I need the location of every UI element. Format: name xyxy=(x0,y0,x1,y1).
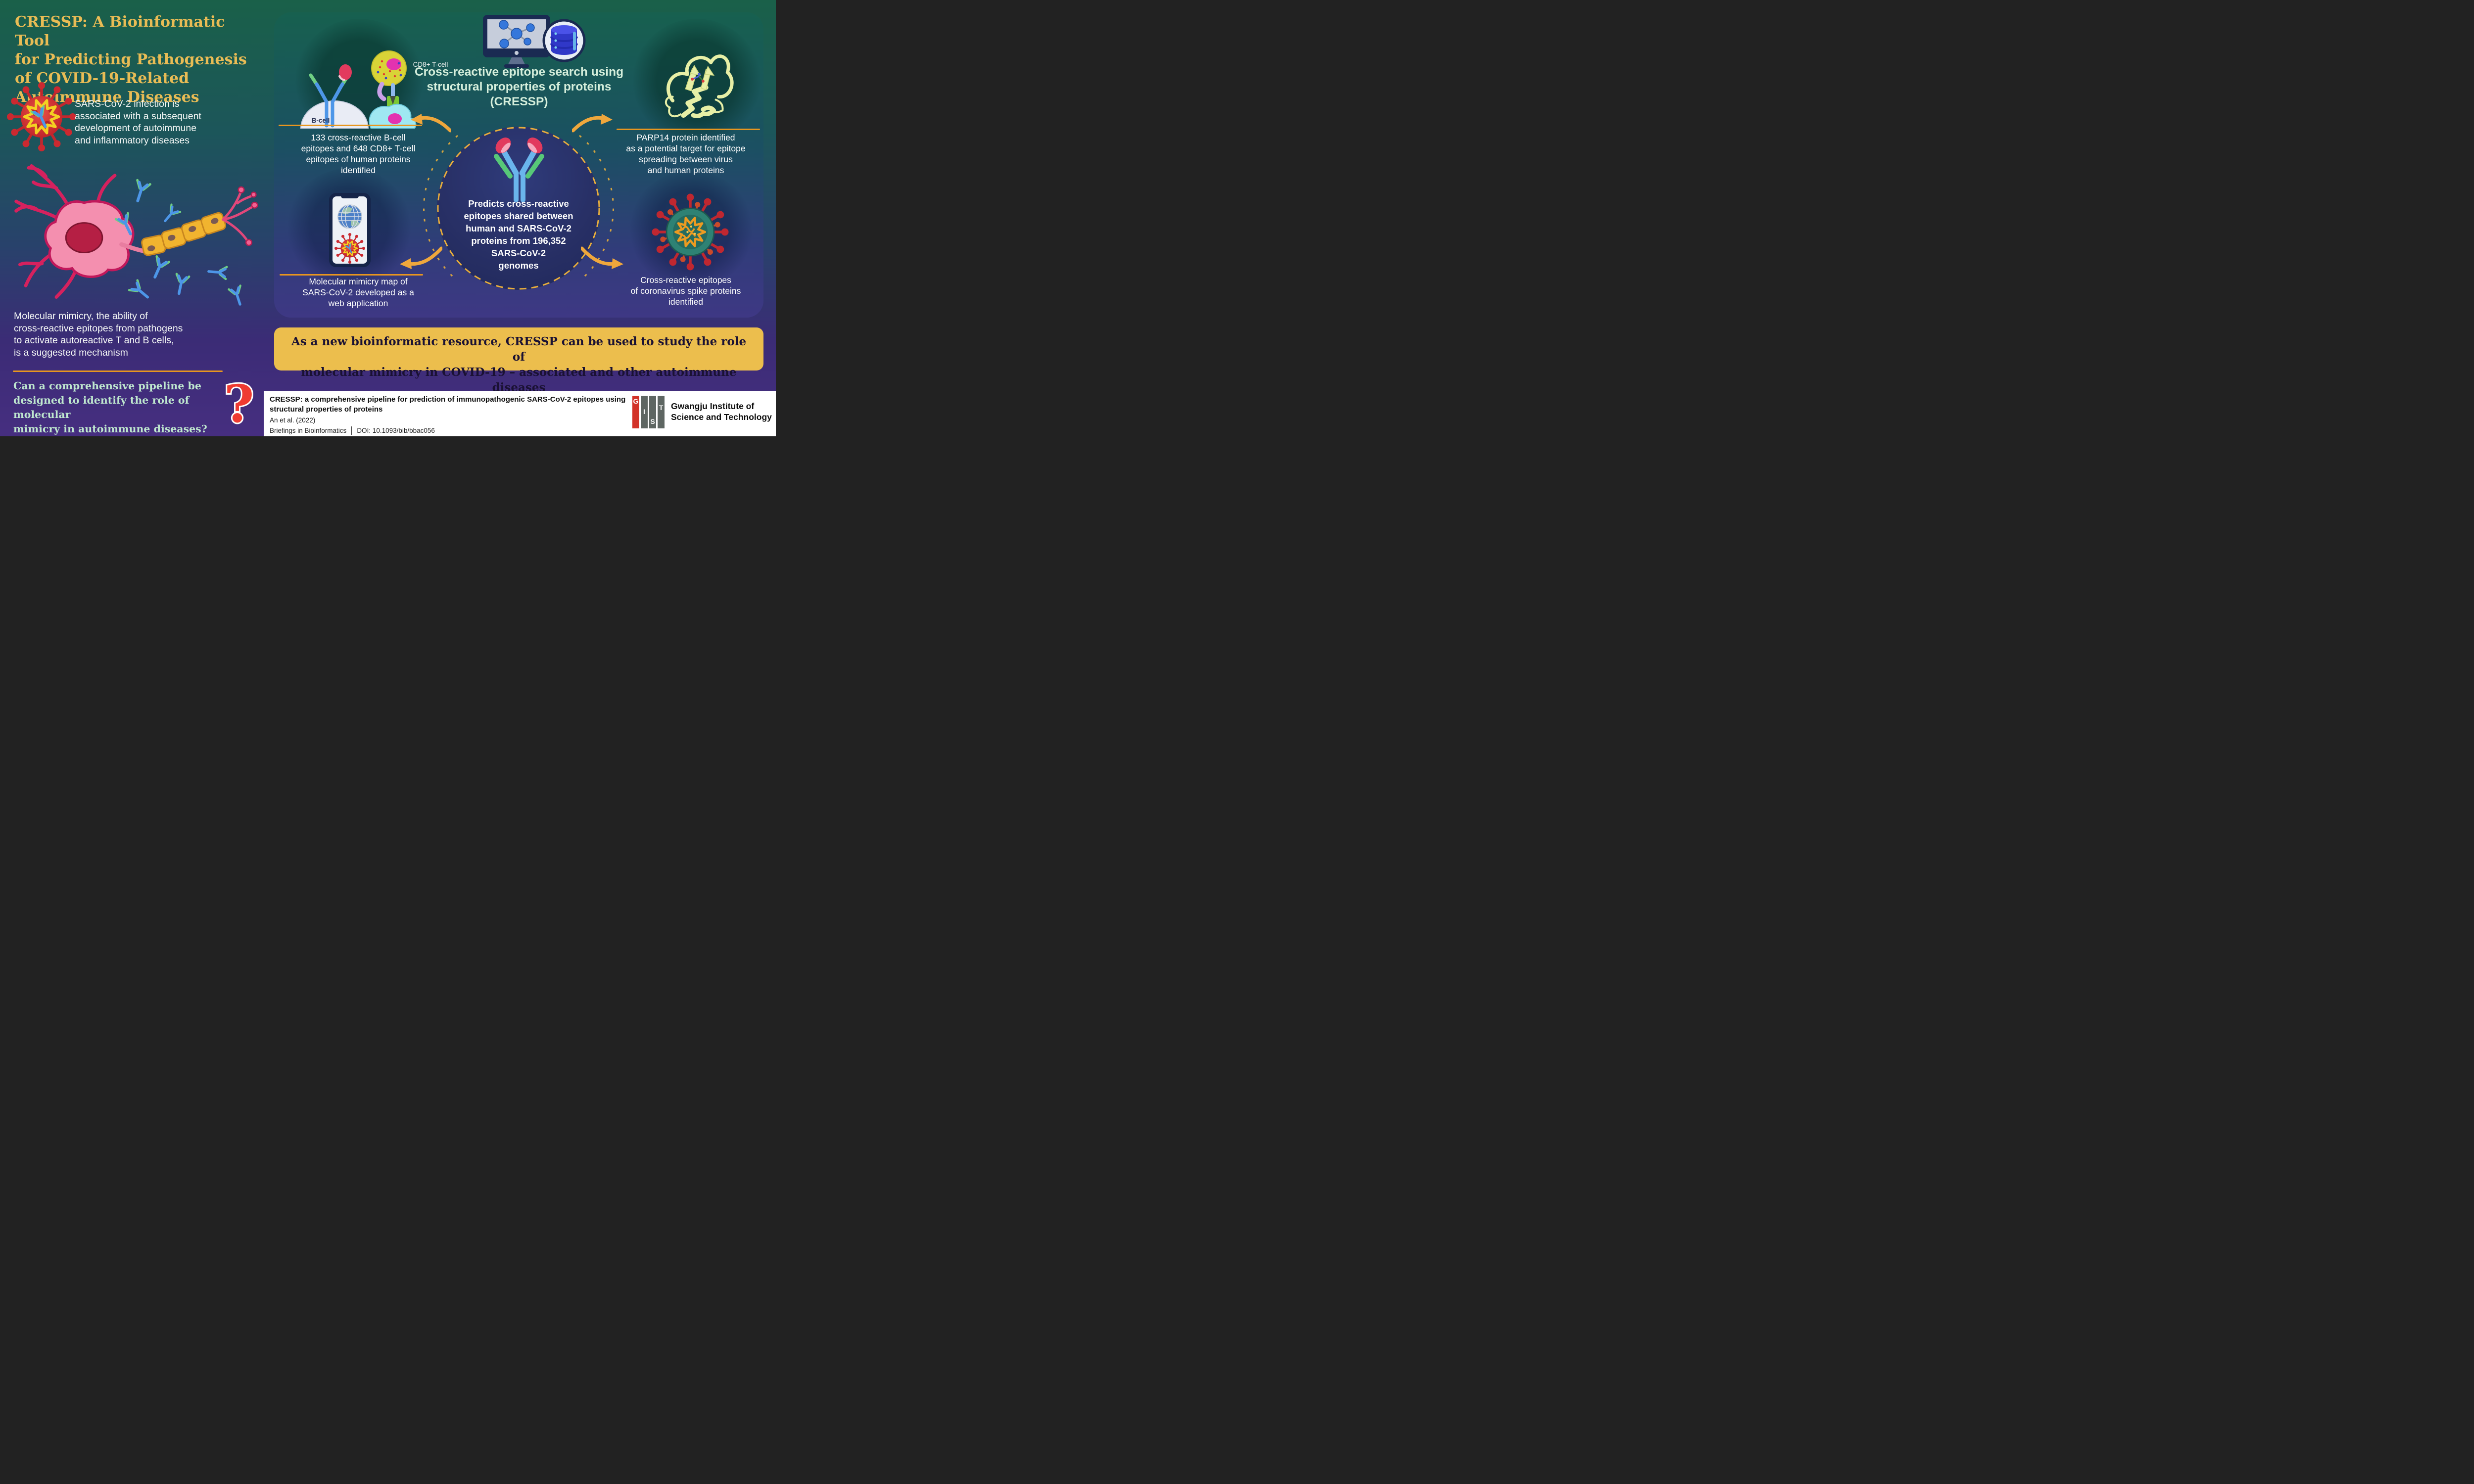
gist-logo-bars: G I S T xyxy=(632,396,665,428)
b-cell-body xyxy=(300,100,369,129)
myelin-sheath-segments xyxy=(141,212,227,256)
left-divider xyxy=(13,371,223,372)
infographic-poster: CRESSP: A Bioinformatic Tool for Predict… xyxy=(0,0,776,436)
citation-title: CRESSP: a comprehensive pipeline for pre… xyxy=(270,395,626,414)
monitor-database-icon xyxy=(483,15,586,68)
arrow-top-left-icon xyxy=(411,114,451,133)
gist-name-line1: Gwangju Institute of xyxy=(671,401,755,412)
gist-letter-i: I xyxy=(643,408,645,416)
research-question: Can a comprehensive pipeline be designed… xyxy=(13,380,207,435)
gist-letter-g: G xyxy=(633,397,639,405)
underline-bottom-left xyxy=(280,274,423,276)
page-title: CRESSP: A Bioinformatic Tool for Predict… xyxy=(15,13,247,106)
arrow-bottom-right-icon xyxy=(581,246,623,269)
axon-terminals xyxy=(222,189,255,243)
gist-letter-t: T xyxy=(659,404,664,412)
result-spike-epitopes: Cross-reactive epitopes of coronavirus s… xyxy=(630,275,741,307)
cd8-tcell-label: CD8+ T-cell xyxy=(413,61,448,68)
sars-cov-2-virus-icon xyxy=(7,82,76,151)
meta-divider xyxy=(351,426,352,435)
antibody-icon xyxy=(494,138,544,202)
neuron-antibody-illustration xyxy=(14,164,258,306)
molecule-icon xyxy=(499,20,535,48)
gist-name-line2: Science and Technology xyxy=(671,412,772,422)
doi-link[interactable]: DOI: 10.1093/bib/bbac056 xyxy=(357,427,435,434)
b-cell-receptor xyxy=(309,73,350,128)
underline-top-left xyxy=(279,125,422,126)
svg-text:?: ? xyxy=(224,375,254,434)
citation-meta: Briefings in Bioinformatics DOI: 10.1093… xyxy=(270,426,435,435)
parp14-protein-ribbon-icon xyxy=(665,54,734,118)
arrow-top-right-icon xyxy=(572,114,613,133)
central-claim: Predicts cross-reactive epitopes shared … xyxy=(464,198,573,271)
bcell-label: B-cell xyxy=(311,117,330,124)
gist-letter-s: S xyxy=(650,417,655,425)
gist-wordmark: Gwangju Institute of Science and Technol… xyxy=(671,401,772,423)
pipeline-heading: Cross-reactive epitope search using stru… xyxy=(414,65,624,108)
central-circle xyxy=(437,127,600,290)
gist-logo: G I S T Gwangju Institute of Science and… xyxy=(632,396,772,428)
question-mark-icon: ? xyxy=(223,375,256,434)
result-web-application: Molecular mimicry map of SARS-CoV-2 deve… xyxy=(302,277,414,308)
globe-icon xyxy=(337,204,362,229)
arrow-bottom-left-icon xyxy=(400,246,442,269)
phone-icon xyxy=(329,193,371,267)
result-bcell-epitopes: 133 cross-reactive B-cell epitopes and 6… xyxy=(301,133,416,175)
mechanism-text: Molecular mimicry, the ability of cross-… xyxy=(14,311,183,358)
intro-text: SARS-CoV-2 infection is associated with … xyxy=(75,98,201,146)
citation-authors: An et al. (2022) xyxy=(270,417,316,424)
result-parp14: PARP14 protein identified as a potential… xyxy=(626,133,746,175)
conclusion-banner xyxy=(274,327,763,371)
underline-top-right xyxy=(617,129,760,130)
database-icon xyxy=(550,25,578,55)
footer: CRESSP: a comprehensive pipeline for pre… xyxy=(264,391,776,436)
neuron-nucleus xyxy=(65,222,103,254)
coronavirus-icon xyxy=(652,193,729,271)
antigen xyxy=(339,64,352,80)
journal-name: Briefings in Bioinformatics xyxy=(270,427,347,434)
conclusion-text: As a new bioinformatic resource, CRESSP … xyxy=(291,335,747,395)
bcell-tcell-illustration xyxy=(300,50,417,129)
dashed-ring xyxy=(423,127,614,290)
vignette-top-right xyxy=(632,19,761,142)
